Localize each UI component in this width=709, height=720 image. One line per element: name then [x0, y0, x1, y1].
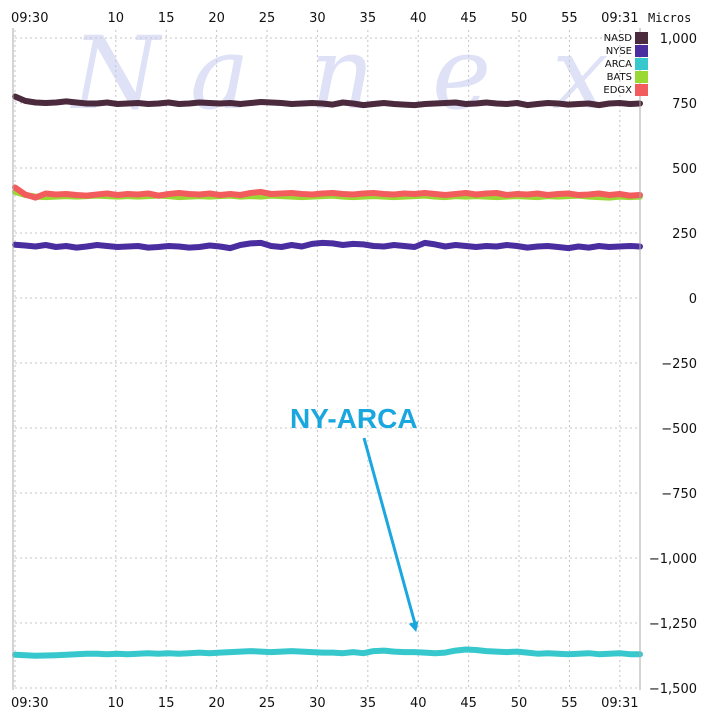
x-tick-label-bottom: 50	[511, 696, 528, 711]
legend-label-nyse: NYSE	[606, 46, 632, 57]
x-tick-label-top: 09:30	[11, 11, 48, 26]
watermark-letter: x	[552, 15, 608, 132]
x-tick-label-top: 10	[108, 11, 125, 26]
legend-swatch-edgx	[635, 84, 648, 96]
x-tick-label-top: 15	[158, 11, 175, 26]
axes: 09:30 09:30 10 10 15 15 20 20 25 25 30 30 35 35 40 40 45…	[11, 11, 697, 711]
y-tick-label: −1,500	[649, 682, 697, 697]
annotation-label: NY-ARCA	[290, 403, 418, 434]
series-line-edgx	[12, 184, 643, 201]
legend-swatch-bats	[635, 71, 648, 83]
legend-label-arca: ARCA	[605, 59, 632, 70]
series-line-nyse	[12, 239, 643, 252]
watermark-letter: a	[190, 15, 250, 132]
watermark-letter: e	[432, 15, 491, 132]
annotation: NY-ARCA	[290, 403, 419, 633]
legend-label-edgx: EDGX	[603, 85, 632, 96]
x-tick-label-top: 35	[360, 11, 377, 26]
x-tick-label-bottom: 09:30	[11, 696, 48, 711]
x-tick-label-top: 45	[460, 11, 477, 26]
x-tick-label-top: 30	[309, 11, 326, 26]
x-tick-label-bottom: 25	[259, 696, 276, 711]
x-tick-label-bottom: 20	[208, 696, 225, 711]
x-tick-label-top: 40	[410, 11, 427, 26]
x-tick-label-top: 25	[259, 11, 276, 26]
series-line-arca	[12, 646, 643, 659]
x-tick-label-bottom: 40	[410, 696, 427, 711]
series-line-nasd	[12, 93, 643, 109]
legend-swatch-nasd	[635, 32, 648, 44]
y-tick-label: 500	[672, 162, 697, 177]
x-tick-label-top: 20	[208, 11, 225, 26]
legend-label-bats: BATS	[607, 72, 632, 83]
y-tick-label: −1,000	[649, 552, 697, 567]
legend: NASD NYSE ARCA BATS EDGX	[603, 32, 648, 96]
x-tick-label-bottom: 10	[108, 696, 125, 711]
y-tick-label: −500	[661, 422, 697, 437]
x-tick-label-top: 09:31	[601, 11, 638, 26]
watermark-letter: n	[310, 15, 374, 132]
y-tick-label: 0	[689, 292, 697, 307]
annotation-arrow-line	[362, 437, 418, 629]
y-tick-label: 1,000	[660, 32, 697, 47]
x-tick-label-top: 50	[511, 11, 528, 26]
x-tick-label-bottom: 45	[460, 696, 477, 711]
x-tick-label-bottom: 35	[360, 696, 377, 711]
x-tick-label-top: 55	[561, 11, 578, 26]
series-lines	[12, 93, 643, 659]
legend-swatch-arca	[635, 58, 648, 70]
legend-label-nasd: NASD	[604, 33, 633, 44]
y-tick-label: 750	[672, 97, 697, 112]
x-tick-label-bottom: 55	[561, 696, 578, 711]
y-tick-label: 250	[672, 227, 697, 242]
annotation-arrow-head	[408, 621, 419, 633]
y-tick-label: −1,250	[649, 617, 697, 632]
x-tick-label-bottom: 30	[309, 696, 326, 711]
x-tick-label-bottom: 09:31	[601, 696, 638, 711]
legend-swatch-nyse	[635, 45, 648, 57]
y-tick-label: −750	[661, 487, 697, 502]
x-tick-label-bottom: 15	[158, 696, 175, 711]
watermark-letter: N	[70, 15, 163, 132]
y-axis-unit-label: Micros	[648, 11, 691, 25]
y-tick-label: −250	[661, 357, 697, 372]
